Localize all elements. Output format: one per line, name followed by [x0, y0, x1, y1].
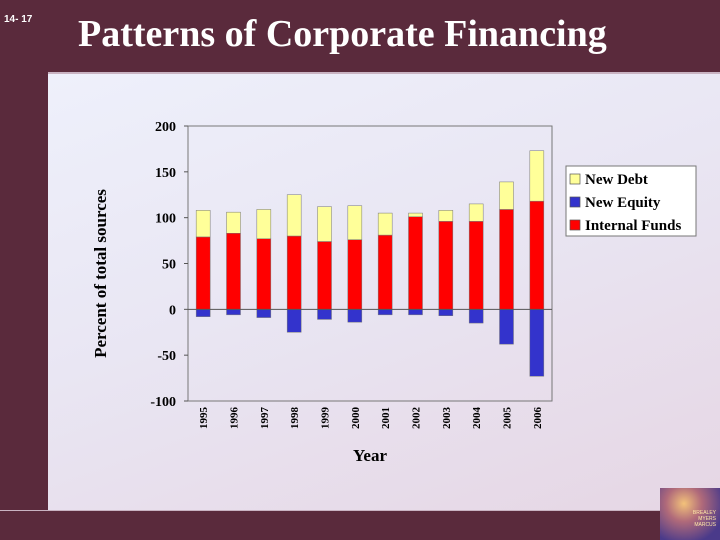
bar-internal-funds	[438, 221, 454, 310]
x-tick-label: 2001	[380, 407, 392, 429]
bar-new-debt	[195, 210, 211, 238]
bar-internal-funds	[408, 216, 423, 310]
slide-title: Patterns of Corporate Financing	[78, 13, 607, 55]
bar-internal-funds	[499, 209, 514, 310]
y-axis-label: Percent of total sources	[91, 189, 110, 358]
bar-new-debt	[256, 209, 272, 240]
bar-new-equity	[256, 309, 272, 318]
bar-internal-funds	[529, 200, 545, 310]
bar-new-equity	[529, 309, 545, 377]
bottom-divider	[0, 510, 660, 511]
y-tick-label: 150	[155, 166, 176, 181]
bar-internal-funds	[468, 221, 484, 310]
legend-swatch	[569, 173, 581, 185]
logo-line: BREALEY	[692, 510, 716, 516]
title-bar	[48, 0, 720, 74]
x-tick-label: 2004	[471, 407, 483, 430]
plot-area	[187, 125, 553, 402]
logo-text: BREALEY MYERS MARCUS	[693, 510, 716, 528]
x-tick-label: 1997	[259, 407, 271, 430]
bar-new-equity	[317, 309, 332, 320]
bottom-bar	[0, 510, 720, 540]
bar-new-equity	[408, 309, 423, 316]
bar-new-debt	[499, 181, 514, 210]
bar-new-equity	[195, 309, 211, 317]
logo-line: MYERS	[698, 516, 716, 522]
bar-new-equity	[438, 309, 454, 317]
bar-new-debt	[226, 211, 241, 234]
x-tick-label: 2000	[350, 407, 362, 430]
x-axis-label: Year	[353, 446, 387, 465]
x-tick-label: 2005	[502, 407, 514, 430]
bar-new-debt	[377, 212, 393, 236]
x-tick-label: 1999	[320, 407, 332, 430]
bar-new-equity	[499, 309, 514, 345]
bar-new-equity	[468, 309, 484, 324]
legend-swatch	[569, 196, 581, 208]
bar-new-debt	[468, 203, 484, 222]
bar-new-debt	[529, 150, 545, 202]
bar-new-debt	[438, 210, 454, 222]
bar-new-debt	[286, 194, 302, 237]
x-tick-label: 2003	[441, 407, 453, 430]
logo-line: MARCUS	[694, 522, 716, 528]
bar-new-equity	[286, 309, 302, 333]
publisher-logo: BREALEY MYERS MARCUS	[660, 488, 720, 540]
bar-internal-funds	[347, 239, 363, 310]
bar-new-debt	[408, 212, 423, 217]
x-tick-label: 1996	[229, 407, 241, 430]
x-tick-label: 2006	[532, 407, 544, 430]
bar-internal-funds	[226, 233, 241, 310]
bar-internal-funds	[377, 234, 393, 310]
y-tick-label: 50	[162, 258, 176, 273]
bar-internal-funds	[317, 241, 332, 310]
bar-internal-funds	[195, 236, 211, 310]
y-tick-label: -50	[157, 349, 176, 364]
legend-label: New Equity	[585, 195, 661, 211]
bar-new-debt	[317, 206, 332, 242]
bar-new-equity	[347, 309, 363, 323]
bar-internal-funds	[286, 235, 302, 310]
sidebar: 14- 17	[0, 0, 48, 540]
x-tick-label: 1995	[198, 407, 210, 430]
y-tick-label: 100	[155, 212, 176, 227]
bar-new-equity	[377, 309, 393, 316]
legend-label: New Debt	[585, 172, 648, 188]
y-tick-label: 0	[169, 303, 176, 318]
bar-new-debt	[347, 205, 363, 240]
bar-new-equity	[226, 309, 241, 316]
y-tick-label: 200	[155, 120, 176, 135]
bar-internal-funds	[256, 238, 272, 310]
y-tick-label: -100	[150, 395, 176, 410]
x-tick-label: 1998	[289, 407, 301, 430]
legend-label: Internal Funds	[585, 218, 681, 234]
legend	[565, 165, 697, 237]
slide-number: 14- 17	[4, 14, 33, 25]
legend-swatch	[569, 219, 581, 231]
x-tick-label: 2002	[411, 407, 423, 430]
